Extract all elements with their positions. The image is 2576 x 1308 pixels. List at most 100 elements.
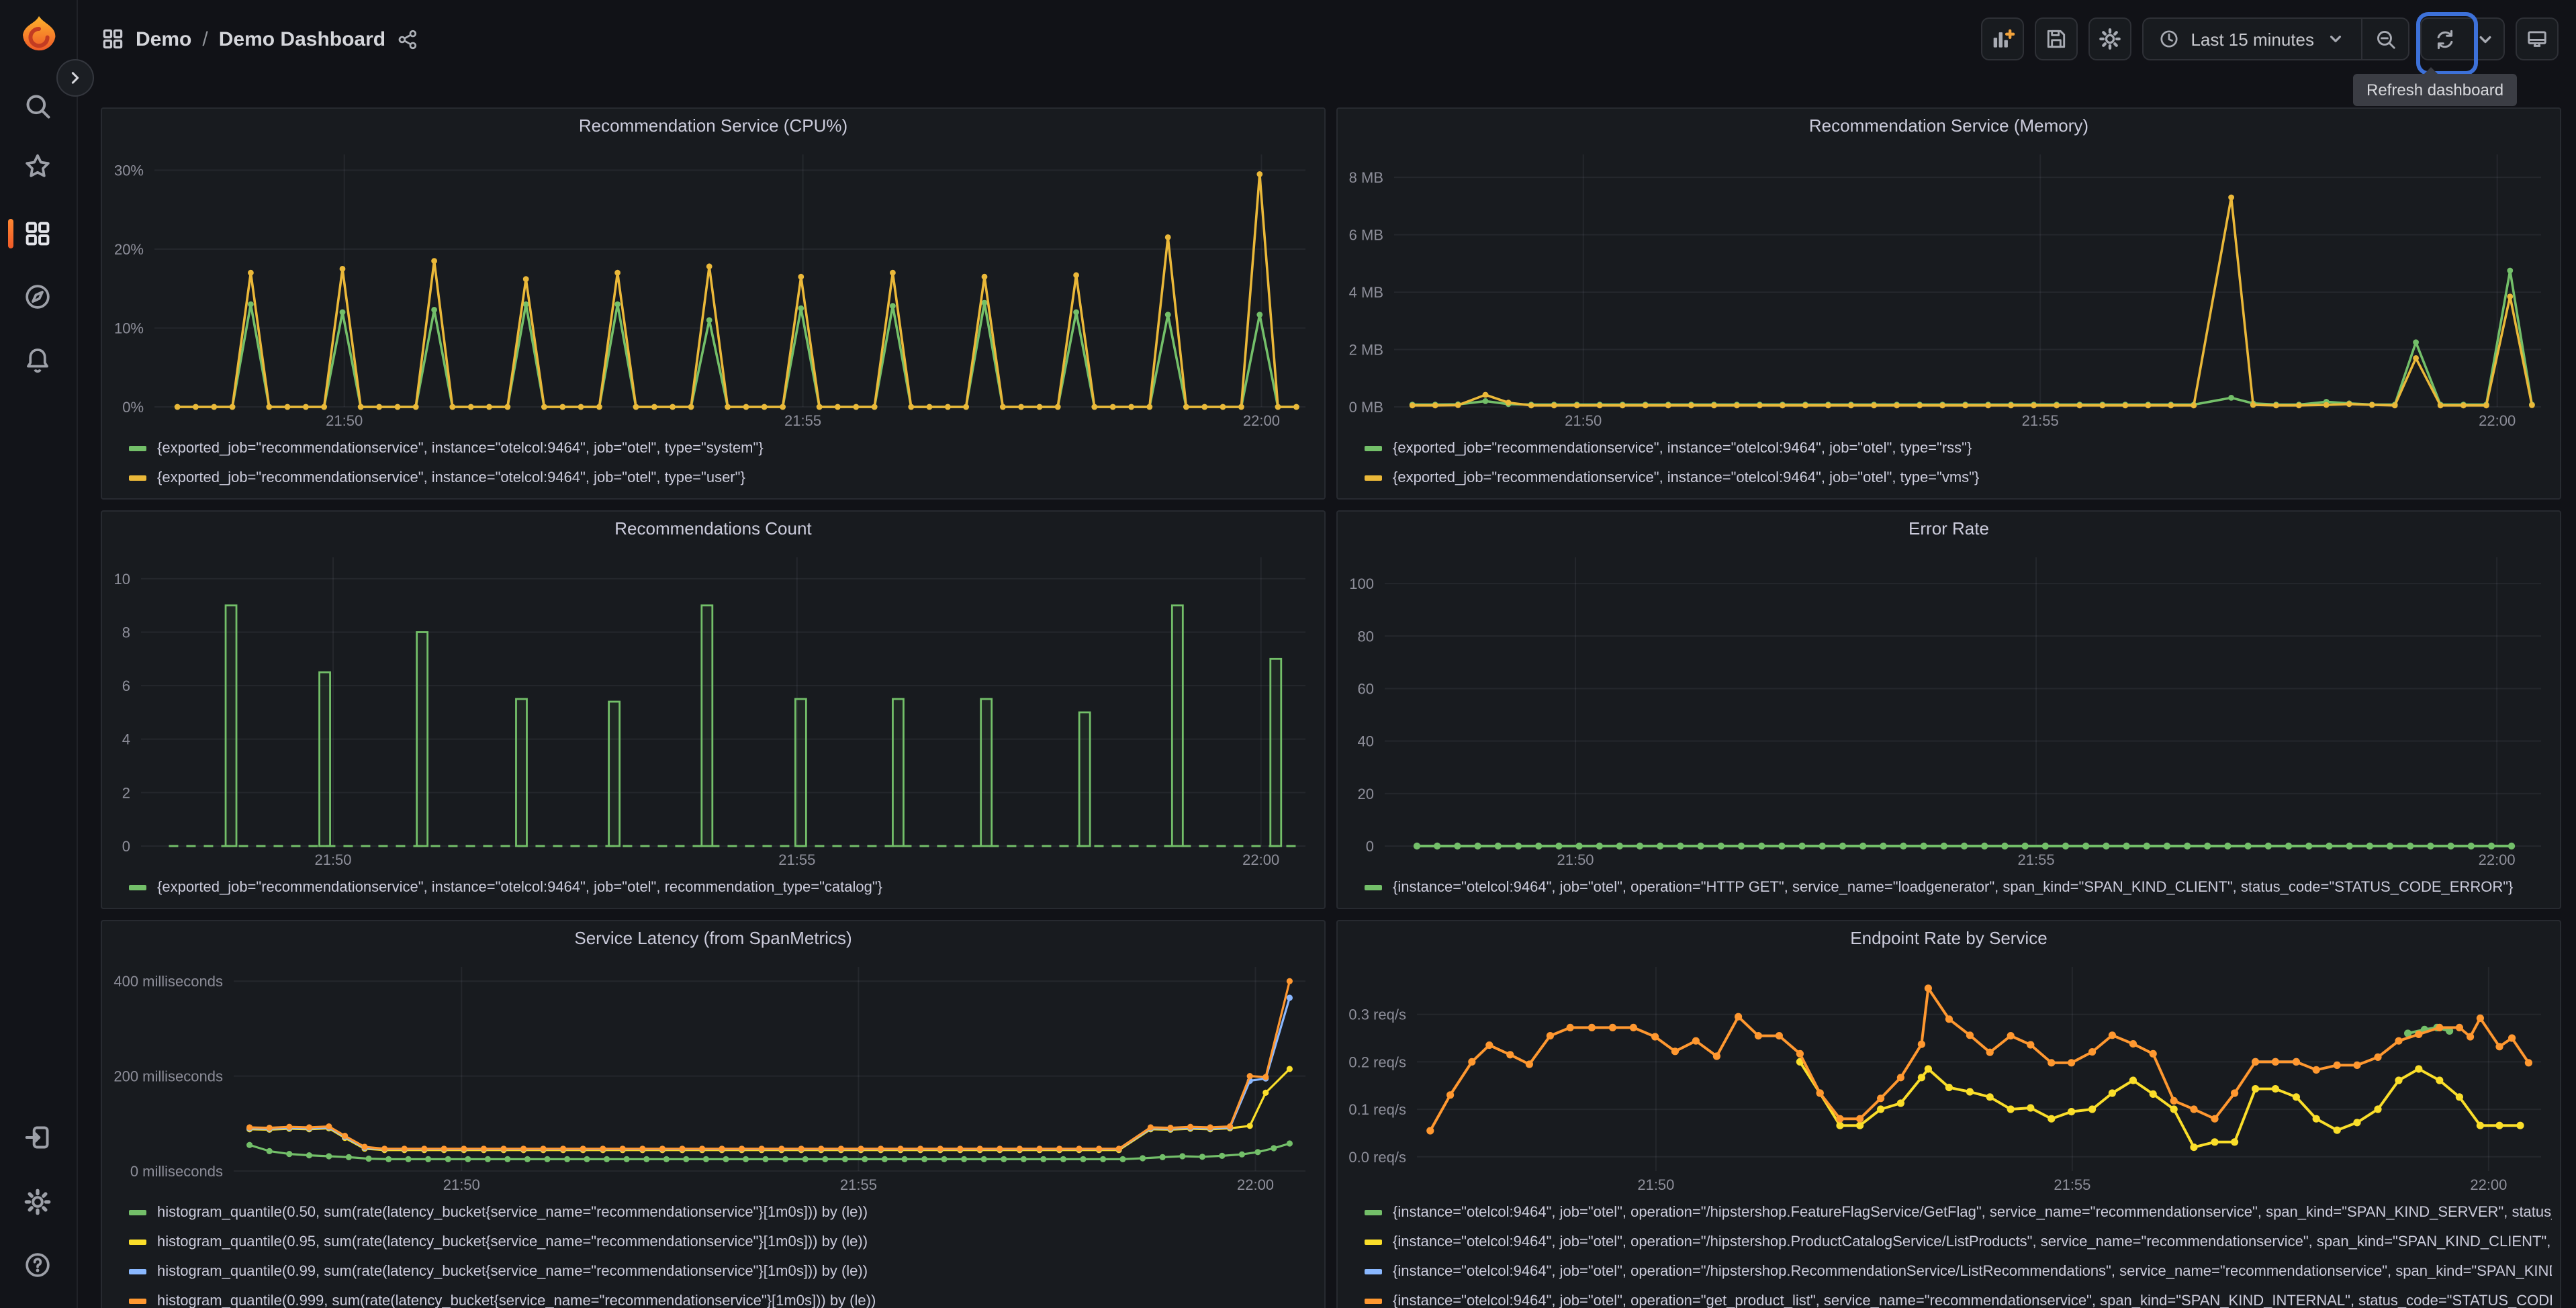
- svg-text:60: 60: [1358, 680, 1374, 697]
- svg-text:200 milliseconds: 200 milliseconds: [113, 1068, 223, 1085]
- service-latency-chart[interactable]: 21:50 21:55 22:00 0 milliseconds 200 millise…: [102, 956, 1324, 1198]
- legend-label: {exported_job="recommendationservice", i…: [157, 440, 764, 457]
- legend-swatch: [129, 885, 146, 890]
- sidebar-item-dashboards[interactable]: [23, 219, 52, 248]
- svg-text:21:50: 21:50: [314, 851, 351, 868]
- legend-item[interactable]: {exported_job="recommendationservice", i…: [1365, 434, 2552, 463]
- sidebar-item-configuration[interactable]: [23, 1187, 52, 1217]
- legend-item[interactable]: histogram_quantile(0.95, sum(rate(latenc…: [129, 1227, 1316, 1257]
- gear-icon: [24, 1188, 51, 1215]
- breadcrumb-page-title[interactable]: Demo Dashboard: [218, 28, 386, 50]
- svg-text:21:55: 21:55: [2018, 851, 2055, 868]
- memory-legend: {exported_job="recommendationservice", i…: [1338, 434, 2560, 498]
- dashboard-settings-button[interactable]: [2088, 17, 2132, 60]
- share-button[interactable]: [396, 28, 419, 50]
- refresh-tooltip: Refresh dashboard: [2353, 67, 2518, 106]
- grafana-logo-icon[interactable]: [16, 13, 62, 62]
- gear-icon: [2099, 28, 2121, 50]
- legend-swatch: [1365, 1299, 1382, 1304]
- sidebar-item-starred[interactable]: [23, 152, 52, 181]
- panel-title[interactable]: Recommendation Service (Memory): [1808, 115, 2089, 136]
- svg-text:0%: 0%: [122, 399, 144, 416]
- add-panel-icon: [1994, 29, 2015, 48]
- svg-text:80: 80: [1358, 628, 1374, 645]
- error-rate-legend: {instance="otelcol:9464", job="otel", op…: [1338, 873, 2560, 908]
- svg-text:21:55: 21:55: [778, 851, 815, 868]
- cpu-legend: {exported_job="recommendationservice", i…: [102, 434, 1324, 498]
- legend-item[interactable]: {exported_job="recommendationservice", i…: [1365, 463, 2552, 493]
- search-icon: [26, 95, 50, 119]
- time-picker-group: Last 15 minutes: [2142, 17, 2409, 60]
- refresh-dashboard-button[interactable]: [2416, 12, 2478, 75]
- svg-text:0.0 req/s: 0.0 req/s: [1348, 1149, 1406, 1166]
- legend-label: histogram_quantile(0.95, sum(rate(latenc…: [157, 1234, 868, 1250]
- zoom-out-time-range-button[interactable]: [2362, 19, 2408, 59]
- divider: [2361, 19, 2362, 59]
- svg-text:6 MB: 6 MB: [1349, 227, 1383, 244]
- svg-text:21:50: 21:50: [326, 412, 363, 429]
- svg-text:22:00: 22:00: [1242, 851, 1279, 868]
- svg-text:21:55: 21:55: [784, 412, 821, 429]
- legend-label: {instance="otelcol:9464", job="otel", op…: [1393, 1205, 2552, 1221]
- legend-item[interactable]: {instance="otelcol:9464", job="otel", op…: [1365, 1227, 2552, 1257]
- legend-item[interactable]: {exported_job="recommendationservice", i…: [129, 873, 1316, 902]
- legend-swatch: [129, 446, 146, 451]
- legend-item[interactable]: histogram_quantile(0.999, sum(rate(laten…: [129, 1287, 1316, 1308]
- legend-item[interactable]: {exported_job="recommendationservice", i…: [129, 434, 1316, 463]
- panel-title[interactable]: Recommendations Count: [614, 518, 812, 539]
- svg-text:2 MB: 2 MB: [1349, 342, 1383, 359]
- legend-item[interactable]: {instance="otelcol:9464", job="otel", op…: [1365, 1287, 2552, 1308]
- refresh-icon: [2436, 29, 2452, 49]
- dashboard-grid: Recommendation Service (CPU%) 21:50 21:55…: [101, 107, 2561, 1308]
- legend-swatch: [1365, 885, 1382, 890]
- panel-error-rate: Error Rate 21:50 21:55 22:00 0 20 40 60 80 100 {…: [1336, 510, 2561, 909]
- cycle-view-mode-button[interactable]: [2516, 17, 2559, 60]
- svg-text:0 milliseconds: 0 milliseconds: [130, 1163, 223, 1180]
- sidebar-item-explore[interactable]: [23, 282, 52, 312]
- legend-label: {instance="otelcol:9464", job="otel", op…: [1393, 880, 2514, 896]
- legend-swatch: [129, 1269, 146, 1274]
- panel-title[interactable]: Error Rate: [1908, 518, 1989, 539]
- legend-item[interactable]: histogram_quantile(0.50, sum(rate(latenc…: [129, 1198, 1316, 1227]
- memory-chart[interactable]: 21:50 21:55 22:00 0 MB 2 MB 4 MB 6 MB 8 MB: [1338, 144, 2560, 434]
- panel-recommendations-count: Recommendations Count 21:50 21:55 22:00 0 2 4…: [101, 510, 1326, 909]
- svg-text:40: 40: [1358, 733, 1374, 750]
- legend-item[interactable]: {instance="otelcol:9464", job="otel", op…: [1365, 1257, 2552, 1287]
- panel-title[interactable]: Recommendation Service (CPU%): [578, 115, 848, 136]
- legend-label: {exported_job="recommendationservice", i…: [1393, 470, 1980, 486]
- save-dashboard-button[interactable]: [2035, 17, 2078, 60]
- monitor-icon: [2528, 31, 2546, 47]
- endpoint-rate-chart[interactable]: 21:50 21:55 22:00 0.0 req/s 0.1 req/s 0.2 req…: [1338, 956, 2560, 1198]
- sidebar-item-alerting[interactable]: [23, 345, 52, 375]
- legend-swatch: [1365, 1210, 1382, 1215]
- legend-label: histogram_quantile(0.50, sum(rate(latenc…: [157, 1205, 868, 1221]
- legend-item[interactable]: {instance="otelcol:9464", job="otel", op…: [1365, 1198, 2552, 1227]
- chevron-down-icon: [2330, 36, 2341, 42]
- panel-title[interactable]: Endpoint Rate by Service: [1850, 928, 2048, 948]
- refresh-interval-dropdown[interactable]: [2467, 19, 2503, 59]
- cpu-chart[interactable]: 21:50 21:55 22:00 0% 10% 20% 30%: [102, 144, 1324, 434]
- error-rate-chart[interactable]: 21:50 21:55 22:00 0 20 40 60 80 100: [1338, 547, 2560, 873]
- legend-swatch: [1365, 475, 1382, 481]
- legend-item[interactable]: {instance="otelcol:9464", job="otel", op…: [1365, 873, 2552, 902]
- breadcrumb-section[interactable]: Demo: [136, 28, 192, 50]
- endpoint-rate-legend: {instance="otelcol:9464", job="otel", op…: [1338, 1198, 2560, 1308]
- legend-item[interactable]: {exported_job="recommendationservice", i…: [129, 463, 1316, 493]
- legend-item[interactable]: histogram_quantile(0.99, sum(rate(latenc…: [129, 1257, 1316, 1287]
- svg-text:22:00: 22:00: [1237, 1176, 1274, 1193]
- sidebar-item-search[interactable]: [23, 91, 52, 121]
- time-range-picker[interactable]: Last 15 minutes: [2144, 19, 2361, 59]
- svg-text:22:00: 22:00: [2479, 851, 2516, 868]
- recommendations-count-chart[interactable]: 21:50 21:55 22:00 0 2 4 6 8 10: [102, 547, 1324, 873]
- sidebar-item-sign-in[interactable]: [23, 1123, 52, 1152]
- sidebar-item-help[interactable]: [23, 1250, 52, 1280]
- legend-label: {instance="otelcol:9464", job="otel", op…: [1393, 1264, 2552, 1280]
- svg-text:0: 0: [1366, 838, 1374, 855]
- add-panel-button[interactable]: [1981, 17, 2025, 60]
- sidebar-expand-button[interactable]: [56, 59, 94, 97]
- sign-in-icon: [25, 1126, 49, 1149]
- svg-text:100: 100: [1349, 575, 1374, 592]
- panel-title[interactable]: Service Latency (from SpanMetrics): [574, 928, 852, 948]
- panel-service-latency: Service Latency (from SpanMetrics) 21:50…: [101, 920, 1326, 1308]
